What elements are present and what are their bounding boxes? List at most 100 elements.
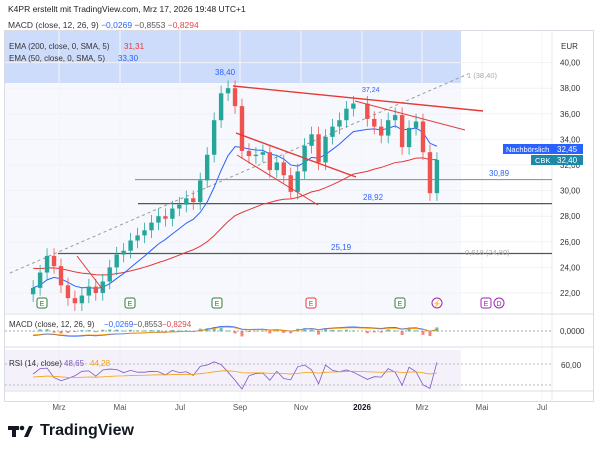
macd-histogram-bar xyxy=(261,330,265,332)
y-tick-label: 38,00 xyxy=(560,84,581,93)
macd-top-value-1: −0,0269 xyxy=(101,20,133,30)
event-marker[interactable] xyxy=(431,297,443,309)
event-marker[interactable] xyxy=(211,297,223,309)
candle-body xyxy=(427,152,433,194)
macd-histogram-bar xyxy=(240,331,244,337)
macd-histogram-bar xyxy=(282,331,286,333)
macd-histogram-bar xyxy=(163,331,167,332)
cbk-badge xyxy=(531,155,553,165)
candle-body xyxy=(170,208,175,219)
macd-histogram-bar xyxy=(66,331,70,333)
ema50-line xyxy=(32,125,438,290)
cbk-value: 32,40 xyxy=(557,156,578,165)
candle-body xyxy=(316,134,321,163)
macd-histogram-bar xyxy=(247,331,251,333)
macd-histogram-bar xyxy=(87,330,91,332)
annotation-fib-0618: 0,618 (24,80) xyxy=(465,248,510,257)
macd-line xyxy=(33,325,438,337)
brand: TradingView xyxy=(8,422,134,440)
event-marker[interactable] xyxy=(36,297,48,309)
candle-body xyxy=(44,255,50,273)
rsi-pane xyxy=(5,361,552,390)
macd-histogram-bar xyxy=(73,331,77,333)
event-markers[interactable]: E E E E E ⚡ E D xyxy=(36,297,505,309)
x-tick-label: Jul xyxy=(537,403,547,412)
candle-body xyxy=(142,230,147,236)
macd-histogram-bar xyxy=(156,330,160,332)
macd-histogram-bar xyxy=(94,331,98,333)
candle-body xyxy=(406,127,412,148)
candle-body xyxy=(260,152,266,155)
macd-histogram-bar xyxy=(379,331,383,333)
event-marker[interactable] xyxy=(394,297,406,309)
x-tick-label: Mai xyxy=(476,403,489,412)
macd-pane-value-3: −0,8294 xyxy=(162,320,192,329)
rsi-pane-value-2: 44,28 xyxy=(90,359,111,368)
macd-histogram-bar xyxy=(149,330,153,332)
candle-body xyxy=(413,121,419,128)
candle-body xyxy=(79,295,85,304)
candle-body xyxy=(204,154,210,181)
candle-body xyxy=(351,103,356,109)
y-tick-label: 30,00 xyxy=(560,187,581,196)
macd-histogram-bar xyxy=(177,330,181,332)
candle-body xyxy=(267,152,273,171)
y-tick-label: 24,00 xyxy=(560,263,581,272)
macd-histogram-bar xyxy=(254,330,258,332)
candle-body xyxy=(184,198,189,205)
tradingview-logo-icon xyxy=(8,425,33,437)
candle-body xyxy=(330,126,335,137)
macd-histogram-bar xyxy=(45,329,49,332)
macd-histogram-bar xyxy=(219,328,223,332)
macd-histogram-bar xyxy=(324,328,328,332)
annotation-high2: 37,24 xyxy=(362,87,380,94)
candle-body xyxy=(135,235,140,241)
candle-body xyxy=(156,216,161,223)
macd-histogram-bar xyxy=(170,329,174,332)
macd-histogram-bar xyxy=(268,331,272,334)
macd-histogram-bar xyxy=(372,331,376,333)
macd-top-label: MACD (close, 12, 26, 9) xyxy=(8,20,99,30)
macd-signal-line xyxy=(33,326,437,336)
macd-histogram-bar xyxy=(289,331,293,334)
candle-body xyxy=(86,286,92,296)
candle-body xyxy=(434,159,440,194)
macd-histogram-bar xyxy=(31,331,35,332)
event-marker[interactable] xyxy=(493,297,505,309)
macd-top-value-3: −0,8294 xyxy=(167,20,199,30)
event-marker[interactable] xyxy=(480,297,492,309)
macd-histogram-bar xyxy=(330,329,334,332)
macd-histogram-bar xyxy=(365,331,369,334)
candle-body xyxy=(163,216,168,219)
macd-histogram-bar xyxy=(421,331,425,335)
event-marker[interactable] xyxy=(124,297,136,309)
candle-body xyxy=(281,162,286,176)
annotation-high: 38,40 xyxy=(215,68,236,77)
event-marker[interactable] xyxy=(305,297,317,309)
candle-body xyxy=(379,126,384,136)
brand-name: TradingView xyxy=(40,422,134,439)
time-axis: Mrz Mai Jul Sep Nov 2026 Mrz Mai Jul xyxy=(52,403,547,412)
x-tick-label: Mrz xyxy=(52,403,65,412)
candle-body xyxy=(392,115,398,121)
macd-pane-label: MACD (close, 12, 26, 9) xyxy=(9,320,95,329)
annotation-fib-1: 1 (38,40) xyxy=(467,71,498,80)
x-tick-label: Jul xyxy=(175,403,185,412)
macd-histogram-bar xyxy=(393,330,397,332)
macd-histogram-bar xyxy=(275,330,279,332)
x-tick-label: 2026 xyxy=(353,403,371,412)
x-tick-label: Sep xyxy=(233,403,248,412)
header-title: K4PR erstellt mit TradingView.com, Mrz 1… xyxy=(8,4,246,14)
candle-body xyxy=(344,108,349,121)
macd-histogram-bar xyxy=(108,329,112,332)
macd-histogram-bar xyxy=(136,330,140,332)
candle-body xyxy=(246,150,252,157)
candle-body xyxy=(100,281,105,293)
candle-body xyxy=(385,120,391,136)
candle-body xyxy=(420,121,426,153)
candle-body xyxy=(372,118,377,127)
nachboerslich-value: 32,45 xyxy=(557,145,578,154)
price-grid xyxy=(5,31,552,401)
x-tick-label: Mrz xyxy=(415,403,428,412)
